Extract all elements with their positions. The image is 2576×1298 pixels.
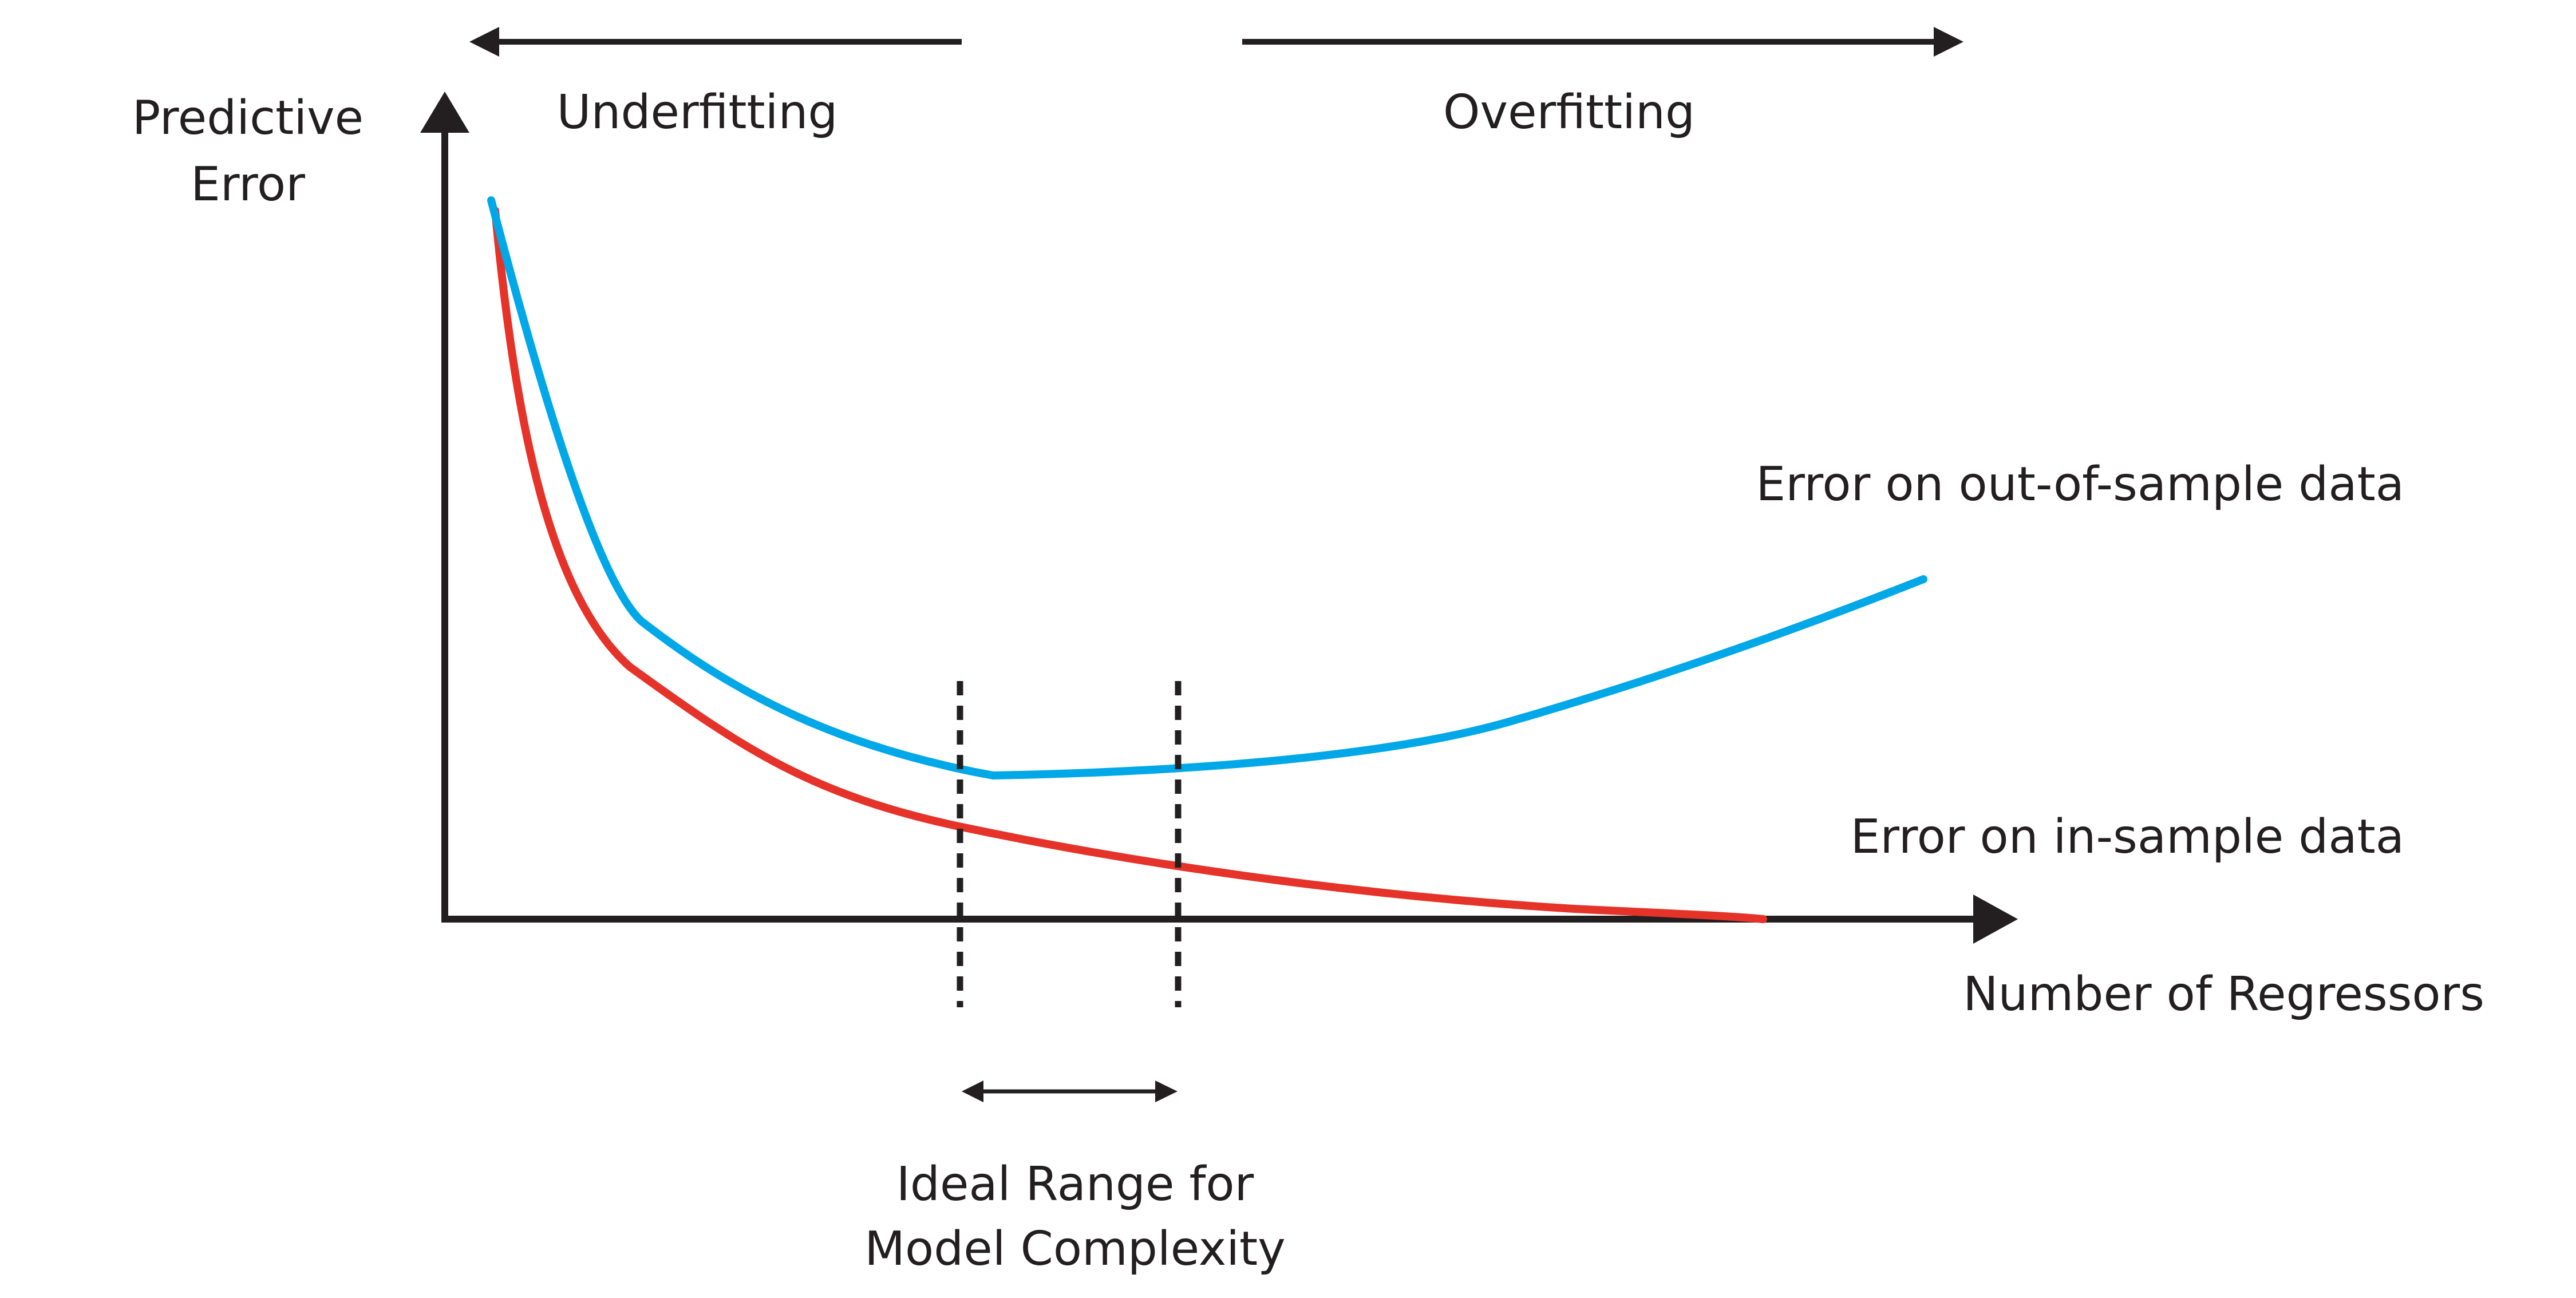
ideal-range-label-line1: Ideal Range for bbox=[896, 1157, 1254, 1212]
in-sample-label: Error on in-sample data bbox=[1851, 810, 2404, 864]
underfitting-label: Underfitting bbox=[557, 85, 838, 140]
ideal-range-label-line2: Model Complexity bbox=[864, 1222, 1285, 1276]
ideal-range-arrowhead-right bbox=[1155, 1081, 1178, 1102]
x-axis-arrowhead bbox=[1973, 895, 2018, 944]
y-axis-label-line1: Predictive bbox=[132, 91, 364, 145]
in-sample-error-curve bbox=[491, 207, 1767, 923]
y-axis-label-line2: Error bbox=[191, 157, 305, 212]
y-axis-arrowhead bbox=[420, 92, 469, 133]
out-of-sample-label: Error on out-of-sample data bbox=[1756, 457, 2404, 512]
ideal-range-arrowhead-left bbox=[962, 1081, 983, 1102]
x-axis-label: Number of Regressors bbox=[1963, 967, 2484, 1022]
out-of-sample-error-curve bbox=[487, 196, 1927, 779]
overfitting-arrowhead bbox=[1934, 27, 1963, 57]
underfitting-arrowhead bbox=[469, 27, 499, 57]
overfitting-label: Overfitting bbox=[1443, 85, 1695, 140]
